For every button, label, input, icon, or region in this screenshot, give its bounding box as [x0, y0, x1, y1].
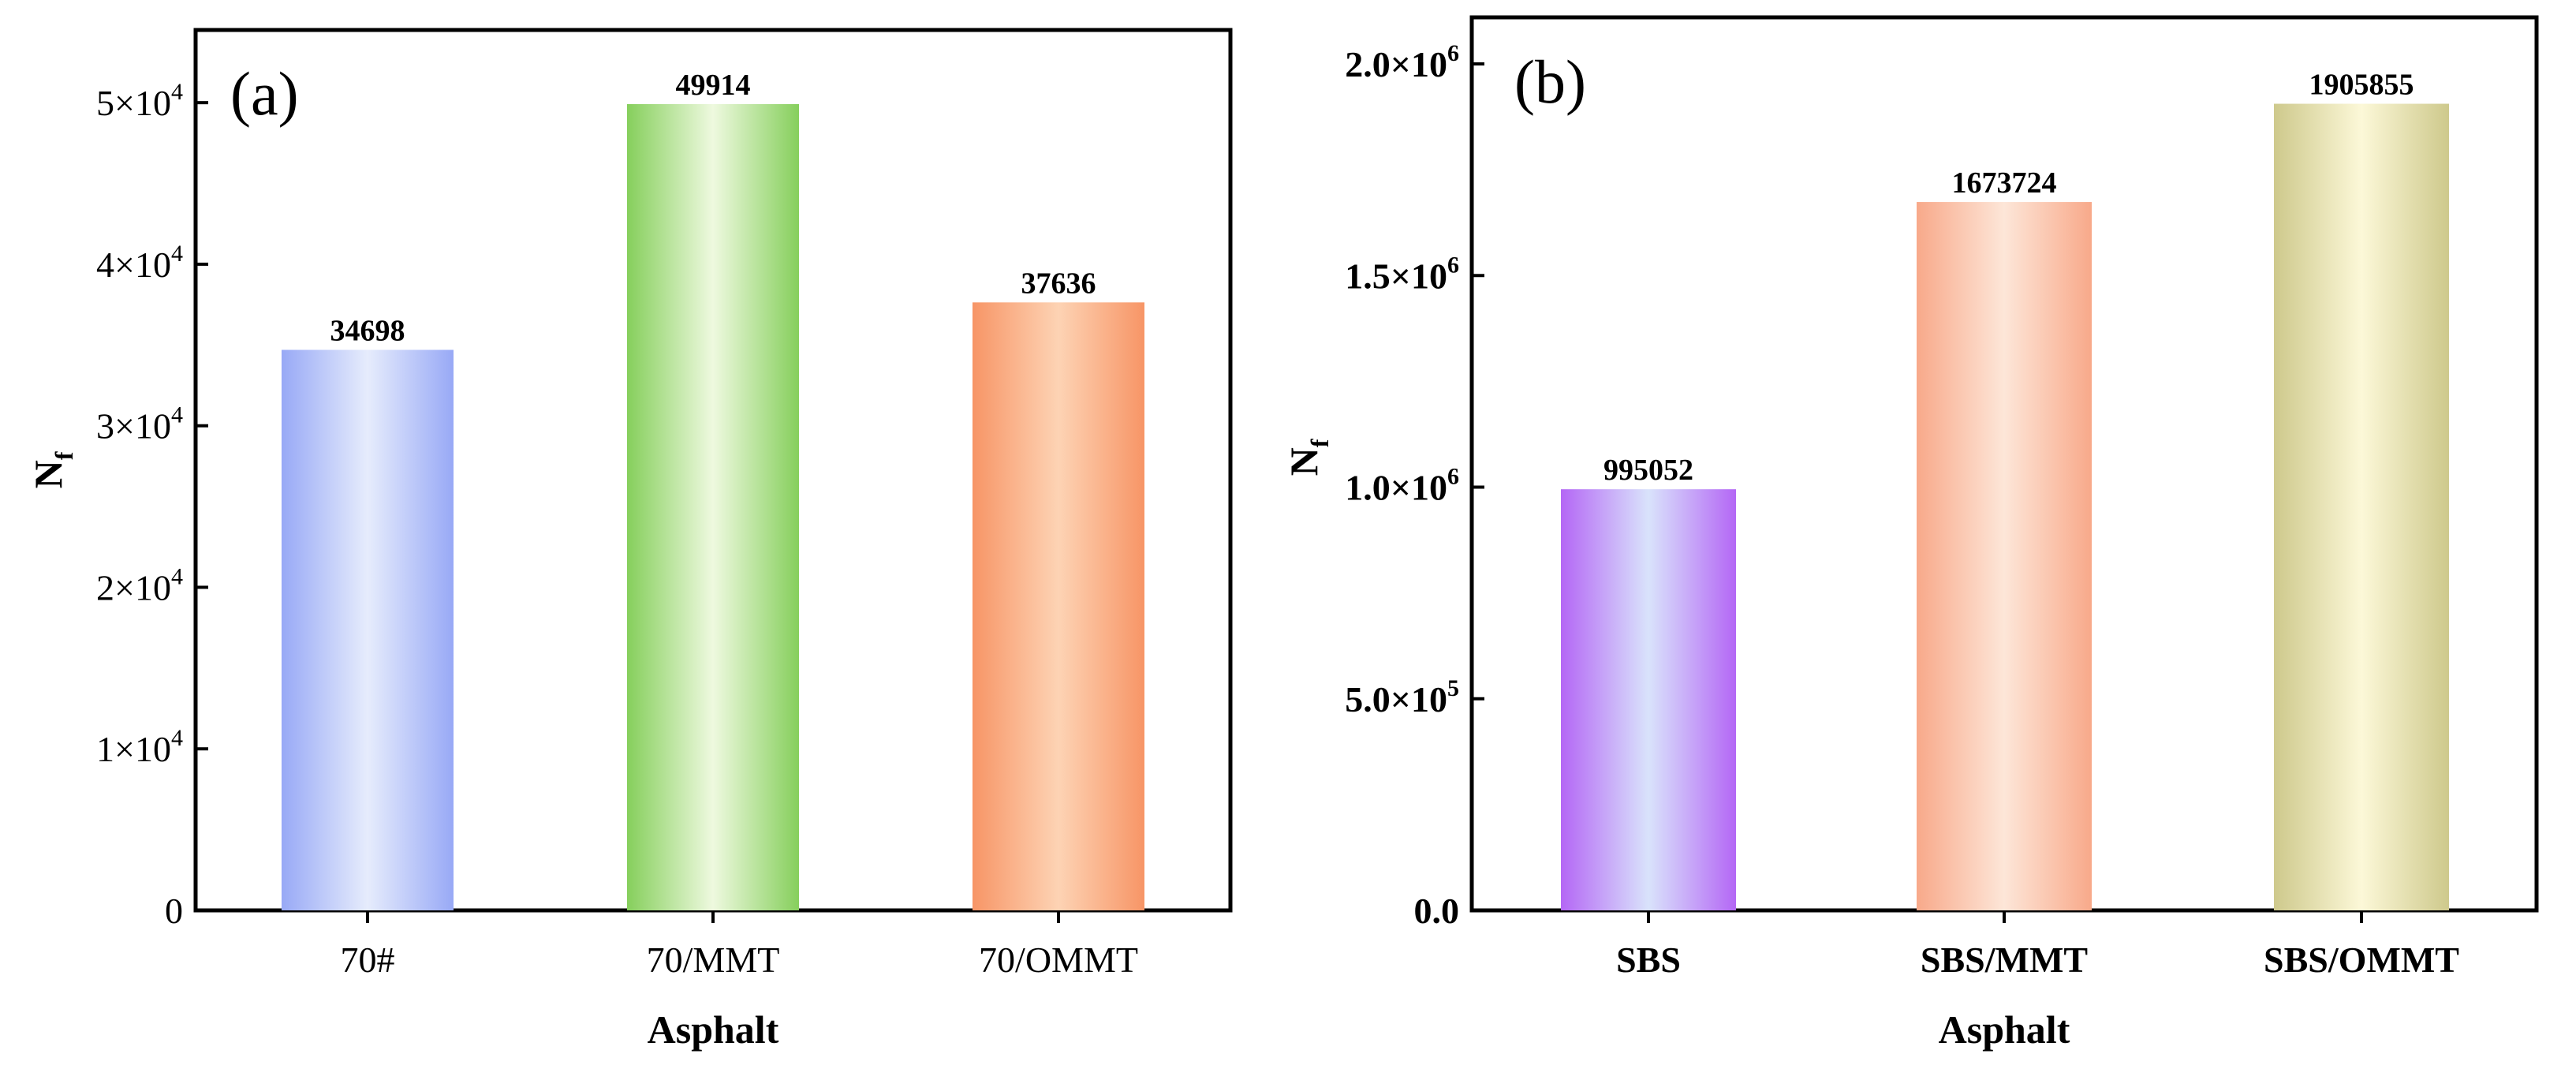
panel-label-a: (a)	[230, 59, 299, 128]
y-tick-label-base: 0	[165, 891, 183, 931]
y-tick-label-b: 5.0×105	[1345, 675, 1459, 719]
y-tick-label-base: 5.0×10	[1345, 679, 1447, 719]
chart-a: (a) Asphalt Nf 01×1042×1043×1044×1045×10…	[26, 28, 1233, 1052]
y-tick-label-base: 1×10	[96, 729, 171, 769]
category-label-a-2: 70/MMT	[647, 940, 780, 980]
y-axis-title-a: Nf	[26, 451, 78, 488]
x-axis-title-a: Asphalt	[648, 1007, 779, 1052]
y-tick-label-base: 2×10	[96, 567, 171, 607]
bar-b-3	[2274, 103, 2449, 910]
category-label-a-3: 70/OMMT	[979, 940, 1138, 980]
y-tick-label-b: 2.0×106	[1345, 40, 1459, 84]
data-label-a-1: 34698	[330, 314, 405, 347]
y-tick-label-exponent: 6	[1447, 464, 1459, 490]
y-tick-label-exponent: 4	[171, 563, 183, 589]
chart-b: (b) Asphalt Nf 0.05.0×1051.0×1061.5×1062…	[1282, 15, 2539, 1052]
y-tick-label-exponent: 4	[171, 241, 183, 267]
y-tick-label-exponent: 6	[1447, 252, 1459, 278]
y-tick-label-exponent: 4	[171, 725, 183, 751]
panel-label-b: (b)	[1514, 47, 1586, 116]
y-tick-label-a: 4×104	[96, 241, 183, 285]
y-tick-label-base: 0.0	[1414, 891, 1460, 931]
y-tick-label-b: 1.5×106	[1345, 252, 1459, 296]
category-label-b-3: SBS/OMMT	[2264, 940, 2459, 980]
y-tick-label-b: 1.0×106	[1345, 464, 1459, 508]
y-axis-title-b-sub: f	[1305, 439, 1334, 447]
data-label-b-2: 1673724	[1952, 166, 2057, 200]
bar-a-2	[627, 103, 799, 910]
data-label-a-2: 49914	[676, 69, 751, 102]
y-tick-label-base: 1.5×10	[1345, 256, 1447, 296]
bar-b-2	[1917, 202, 2092, 910]
y-axis-title-b: Nf	[1282, 439, 1334, 476]
bar-b-1	[1561, 489, 1736, 910]
y-axis-title-a-base: N	[26, 460, 70, 488]
y-tick-label-base: 4×10	[96, 245, 171, 285]
y-tick-label-a: 5×104	[96, 79, 183, 123]
category-label-a-1: 70#	[341, 940, 395, 980]
data-label-b-1: 995052	[1603, 454, 1693, 487]
bar-a-3	[973, 302, 1144, 911]
y-tick-label-exponent: 5	[1447, 675, 1459, 701]
y-tick-label-b: 0.0	[1414, 891, 1460, 931]
y-tick-label-base: 2.0×10	[1345, 44, 1447, 84]
y-tick-label-exponent: 4	[171, 79, 183, 105]
y-tick-label-a: 2×104	[96, 563, 183, 607]
data-label-b-3: 1905855	[2309, 69, 2414, 102]
y-tick-label-base: 5×10	[96, 83, 171, 123]
x-axis-title-b: Asphalt	[1939, 1007, 2070, 1052]
bar-a-1	[282, 349, 454, 910]
y-axis-title-b-base: N	[1282, 447, 1326, 476]
y-tick-label-exponent: 6	[1447, 40, 1459, 66]
category-label-b-1: SBS	[1616, 940, 1681, 980]
y-tick-label-base: 3×10	[96, 406, 171, 447]
y-tick-label-a: 1×104	[96, 725, 183, 769]
y-tick-label-a: 0	[165, 891, 183, 931]
y-tick-label-exponent: 4	[171, 402, 183, 428]
data-label-a-3: 37636	[1021, 267, 1096, 300]
category-label-b-2: SBS/MMT	[1921, 940, 2088, 980]
y-tick-label-a: 3×104	[96, 402, 183, 447]
y-axis-title-a-sub: f	[50, 451, 78, 460]
y-tick-label-base: 1.0×10	[1345, 468, 1447, 508]
